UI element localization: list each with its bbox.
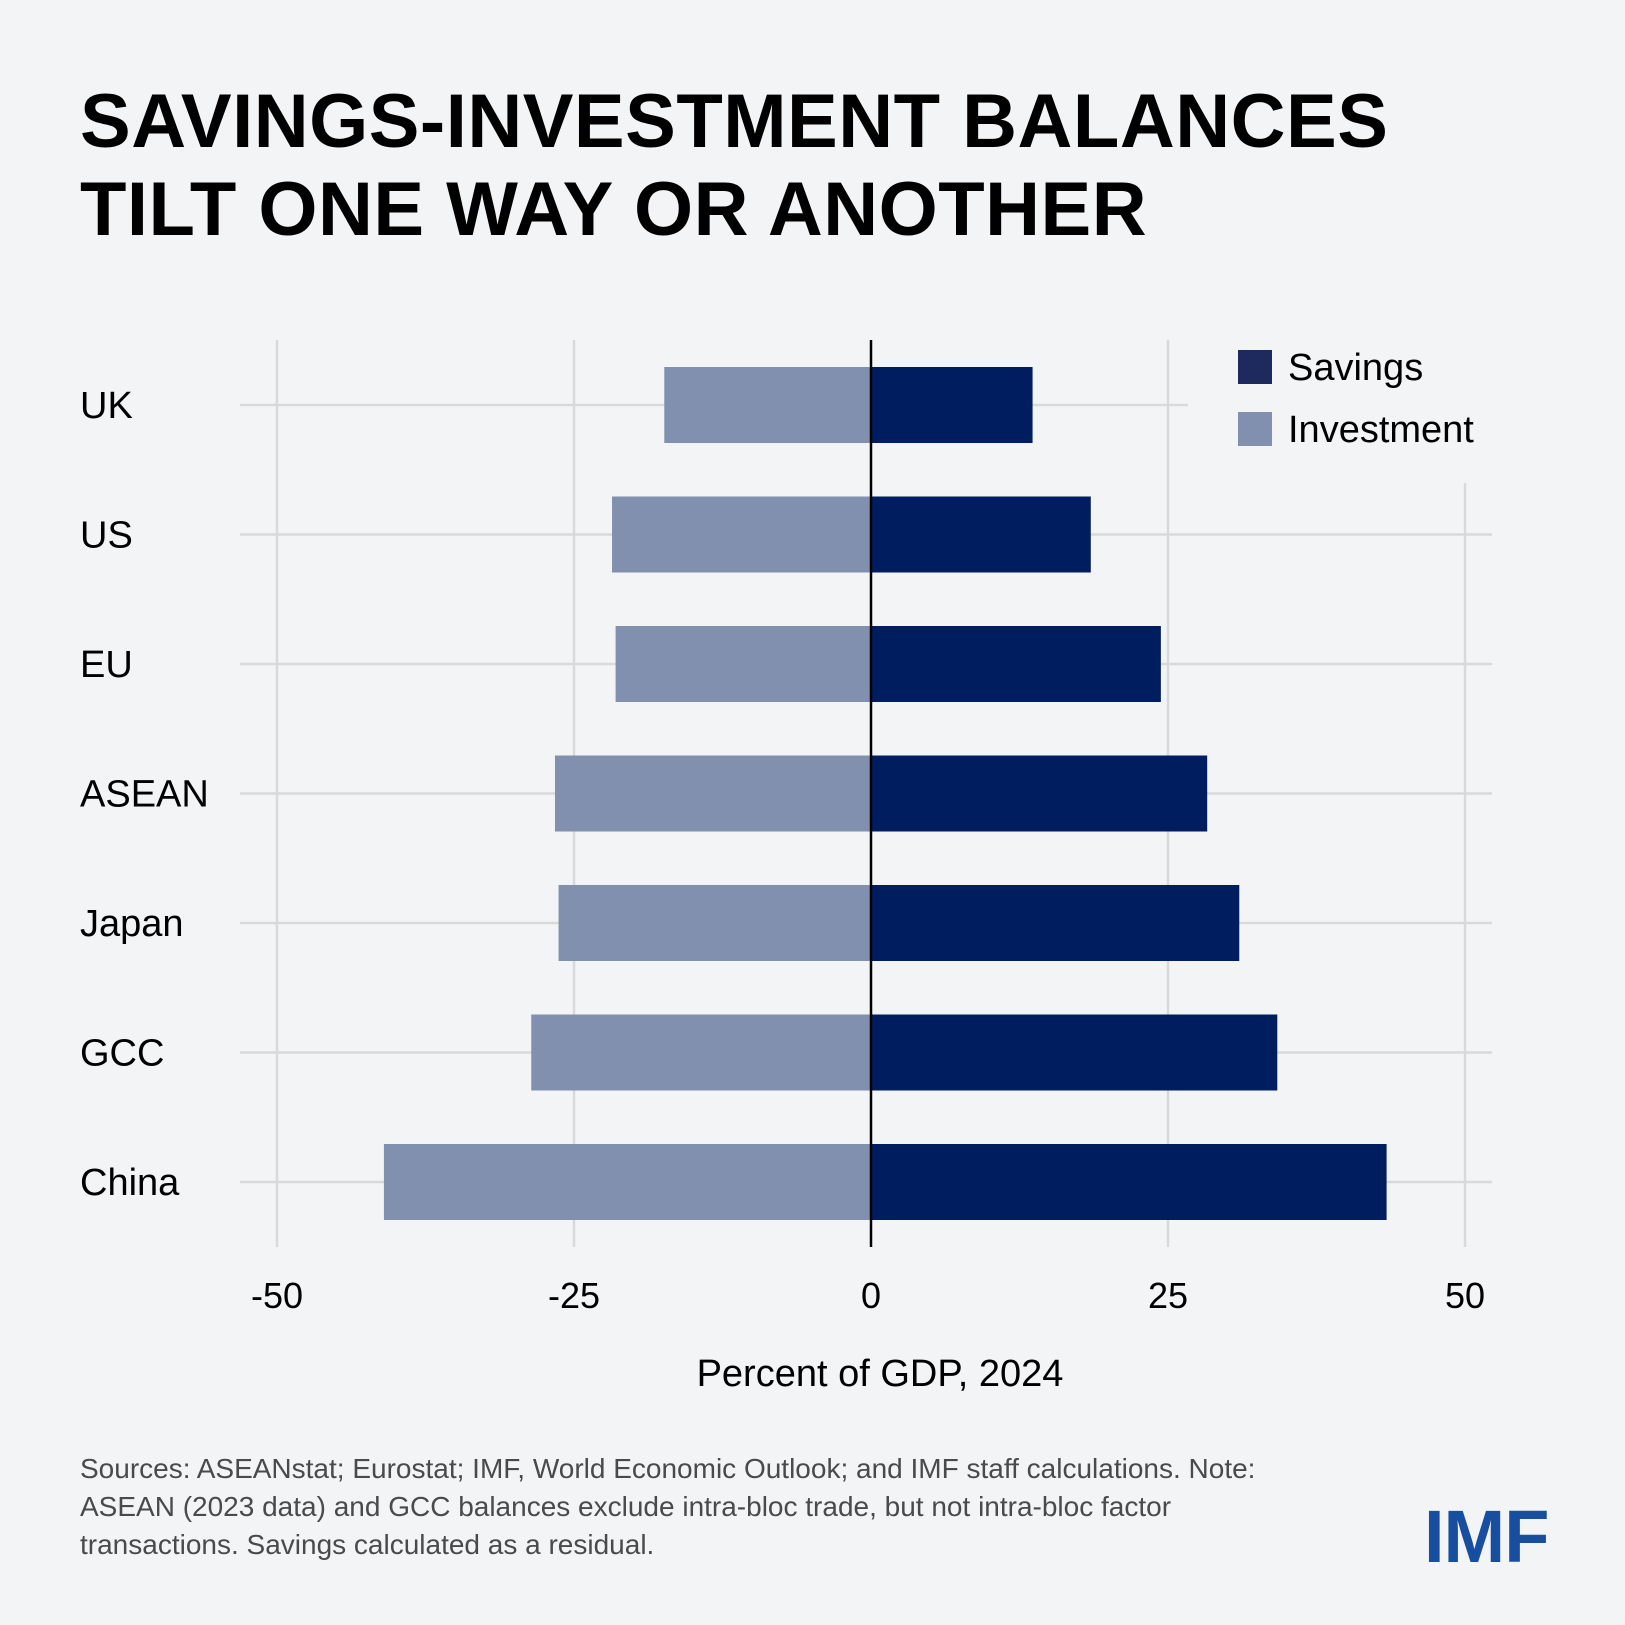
investment-bar: [558, 885, 871, 961]
x-tick-label: 0: [861, 1275, 881, 1316]
savings-bar: [871, 1144, 1387, 1220]
category-label: ASEAN: [80, 774, 209, 816]
bar-chart: UK US EU ASEAN Japan GCC China -50 -25 0 25 50 Perce…: [80, 340, 1492, 1395]
investment-bar: [531, 1014, 871, 1091]
savings-bar: [871, 626, 1161, 702]
category-label: UK: [80, 385, 133, 427]
category-label: US: [80, 515, 133, 557]
category-label: Japan: [80, 903, 184, 945]
x-tick-label: -50: [251, 1275, 303, 1316]
category-label: China: [80, 1162, 180, 1204]
chart-title: SAVINGS-INVESTMENT BALANCES TILT ONE WAY…: [80, 78, 1530, 254]
savings-bar: [871, 1014, 1278, 1091]
sources-note: Sources: ASEANstat; Eurostat; IMF, World…: [80, 1453, 1256, 1560]
savings-bar: [871, 367, 1033, 443]
title-line-2: TILT ONE WAY OR ANOTHER: [80, 167, 1148, 252]
investment-bar: [383, 1144, 871, 1220]
category-label: GCC: [80, 1033, 164, 1075]
savings-bar: [871, 496, 1091, 573]
x-tick-label: 25: [1148, 1275, 1188, 1316]
savings-bar: [871, 885, 1240, 961]
x-tick-label: -25: [548, 1275, 600, 1316]
savings-bar: [871, 755, 1208, 832]
legend-label-investment: Investment: [1288, 409, 1474, 451]
x-tick-label: 50: [1445, 1275, 1485, 1316]
legend-swatch-investment: [1238, 412, 1272, 446]
legend-swatch-savings: [1238, 350, 1272, 384]
title-line-1: SAVINGS-INVESTMENT BALANCES: [80, 79, 1389, 164]
x-axis-label: Percent of GDP, 2024: [697, 1353, 1064, 1395]
investment-bar: [664, 367, 871, 443]
imf-logo: IMF: [1424, 1495, 1549, 1578]
investment-bar: [615, 626, 871, 702]
investment-bar: [554, 755, 871, 832]
category-label: EU: [80, 644, 133, 686]
legend-label-savings: Savings: [1288, 347, 1423, 389]
investment-bar: [612, 496, 871, 573]
